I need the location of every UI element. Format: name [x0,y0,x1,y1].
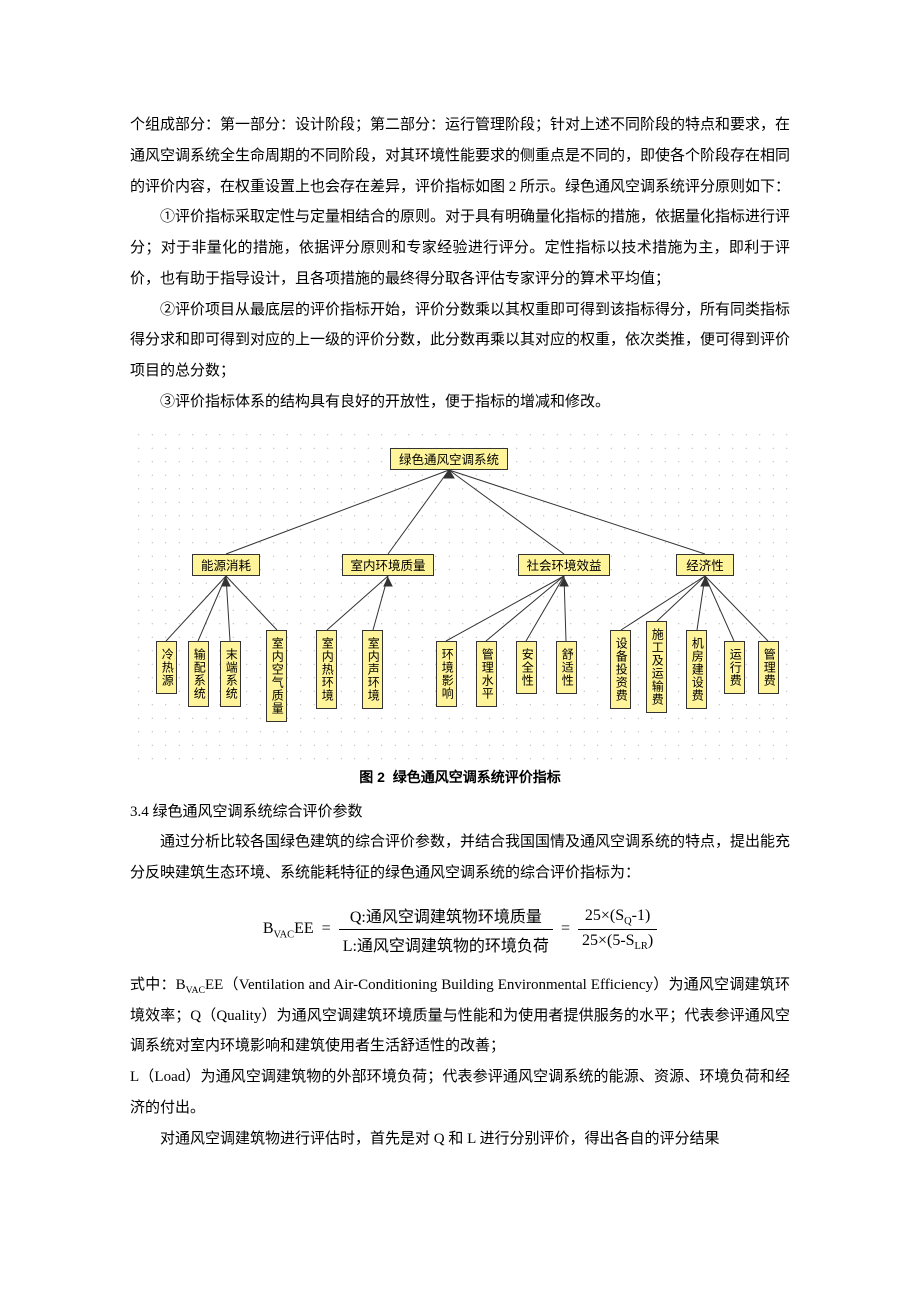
paragraph-5: 通过分析比较各国绿色建筑的综合评价参数，并结合我国国情及通风空调系统的特点，提出… [130,827,790,889]
frac2-den: 25×(5-SLR) [578,930,657,952]
leaf-g3-2: 安全性 [516,641,537,694]
node-root: 绿色通风空调系统 [390,448,508,470]
frac1-num: Q:通风空调建筑物环境质量 [339,903,553,930]
formula-lhs-sub: VAC [274,929,295,940]
leaf-g3-3: 舒适性 [556,641,577,694]
leaf-g4-2: 机房建设费 [686,630,707,709]
paragraph-1: 个组成部分：第一部分：设计阶段；第二部分：运行管理阶段；针对上述不同阶段的特点和… [130,110,790,202]
frac1-den: L:通风空调建筑物的环境负荷 [339,930,553,956]
figure-caption: 图 2 绿色通风空调系统评价指标 [130,767,790,787]
formula-lhs-b: B [263,920,274,937]
node-l2-2: 社会环境效益 [518,554,610,576]
node-l2-0: 能源消耗 [192,554,260,576]
leaf-g3-1: 管理水平 [476,641,497,707]
leaf-g4-1: 施工及运输费 [646,621,667,713]
caption-text: 绿色通风空调系统评价指标 [393,769,561,785]
leaf-g2-1: 室内声环境 [362,630,383,709]
node-l2-3: 经济性 [676,554,734,576]
leaf-g1-1: 输配系统 [188,641,209,707]
subheading: 3.4 绿色通风空调系统综合评价参数 [130,797,790,828]
leaf-g1-2: 末端系统 [220,641,241,707]
formula-lhs-ee: EE [294,920,314,937]
paragraph-3: ②评价项目从最底层的评价指标开始，评价分数乘以其权重即可得到该指标得分，所有同类… [130,295,790,387]
leaf-g3-0: 环境影响 [436,641,457,707]
formula: BVACEE = Q:通风空调建筑物环境质量 L:通风空调建筑物的环境负荷 = … [130,903,790,956]
formula-eq2: = [561,920,570,937]
paragraph-2: ①评价指标采取定性与定量相结合的原则。对于具有明确量化指标的措施，依据量化指标进… [130,202,790,294]
formula-frac2: 25×(SQ-1) 25×(5-SLR) [578,907,657,952]
node-l2-1: 室内环境质量 [342,554,434,576]
formula-frac1: Q:通风空调建筑物环境质量 L:通风空调建筑物的环境负荷 [339,903,553,956]
paragraph-6: 式中：BVACEE（Ventilation and Air-Conditioni… [130,970,790,1062]
frac2-num: 25×(SQ-1) [578,907,657,930]
leaf-g4-0: 设备投资费 [610,630,631,709]
leaf-g4-4: 管理费 [758,641,779,694]
leaf-g1-0: 冷热源 [156,641,177,694]
diagram-lines [130,426,790,761]
paragraph-7: L（Load）为通风空调建筑物的外部环境负荷；代表参评通风空调系统的能源、资源、… [130,1062,790,1124]
formula-eq1: = [322,920,331,937]
paragraph-4: ③评价指标体系的结构具有良好的开放性，便于指标的增减和修改。 [130,387,790,418]
caption-prefix: 图 2 [359,769,385,785]
leaf-g1-3: 室内空气质量 [266,630,287,722]
paragraph-8: 对通风空调建筑物进行评估时，首先是对 Q 和 L 进行分别评价，得出各自的评分结… [130,1124,790,1155]
leaf-g2-0: 室内热环境 [316,630,337,709]
tree-diagram: 绿色通风空调系统 能源消耗 室内环境质量 社会环境效益 经济性 冷热源 输配系统… [130,426,790,761]
leaf-g4-3: 运行费 [724,641,745,694]
